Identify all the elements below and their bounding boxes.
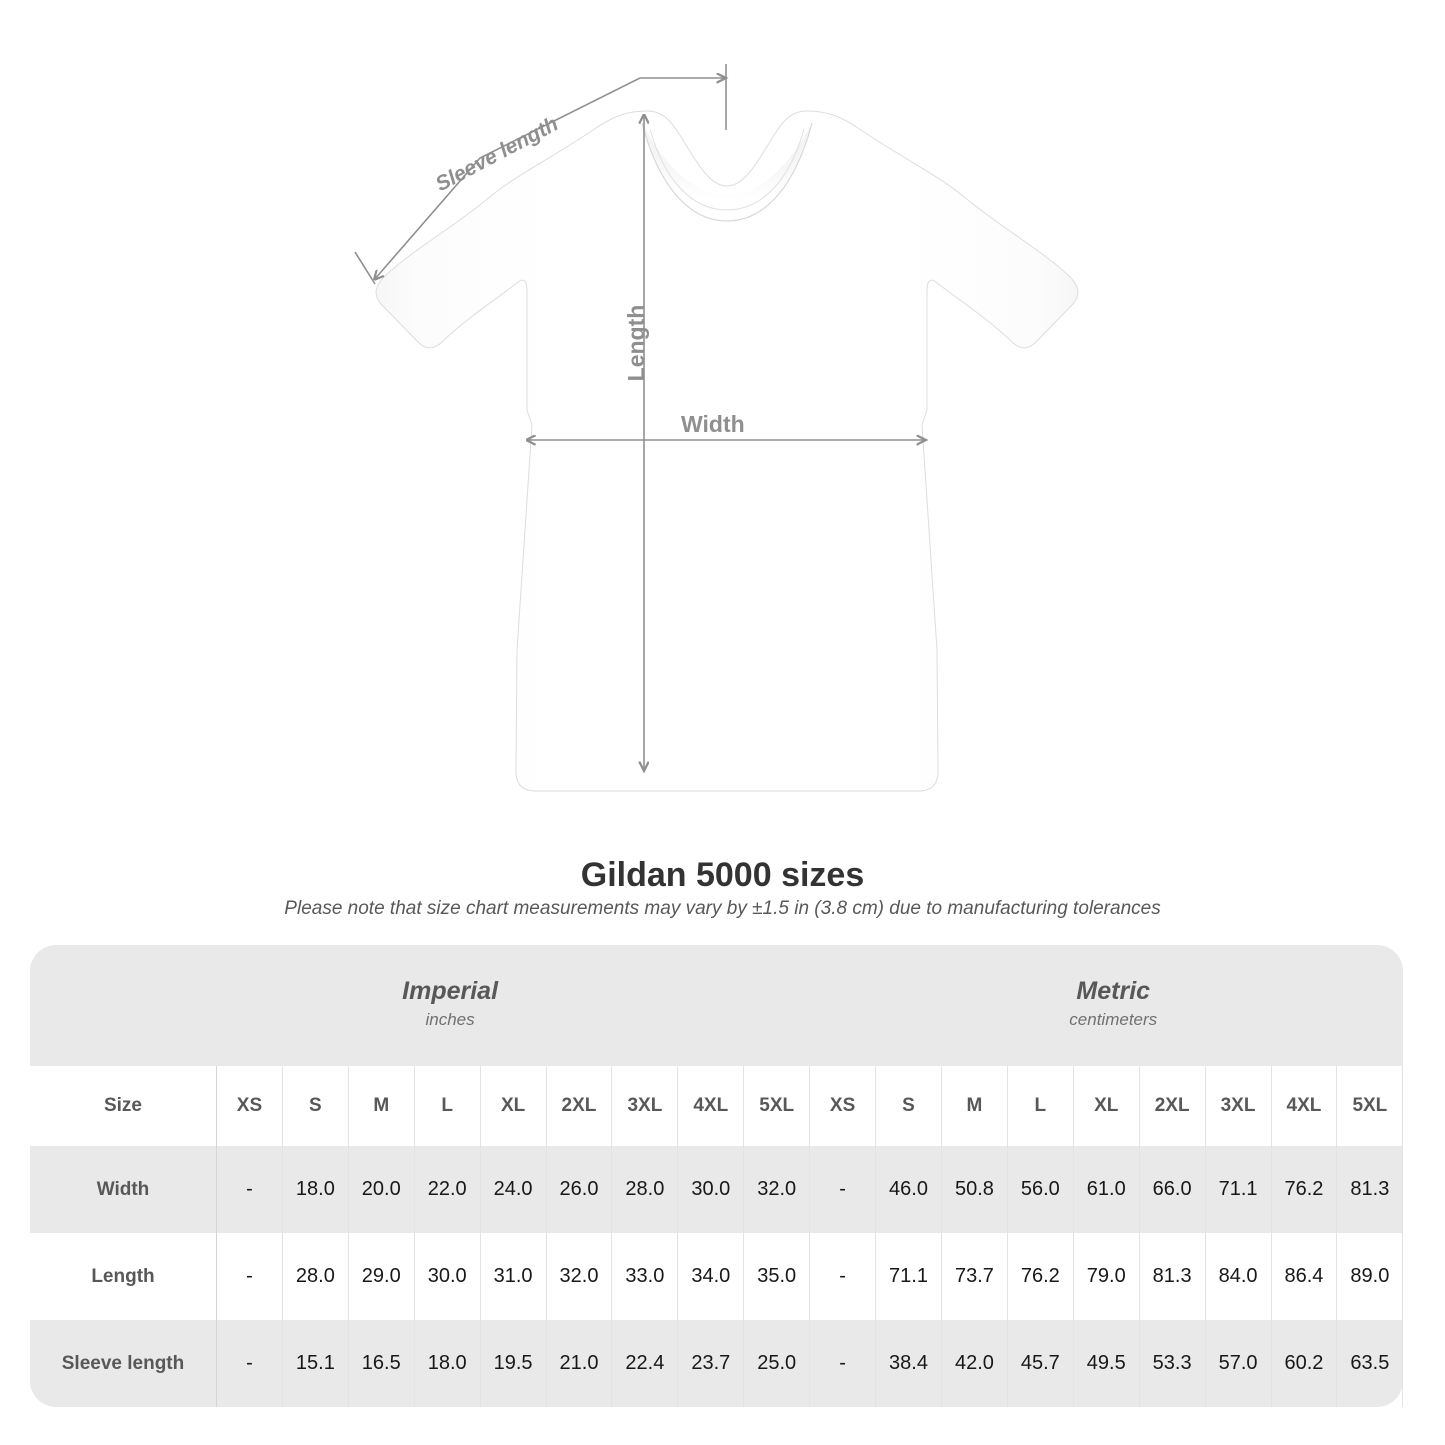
svg-text:Length: Length <box>623 305 649 382</box>
svg-text:Width: Width <box>681 411 745 437</box>
